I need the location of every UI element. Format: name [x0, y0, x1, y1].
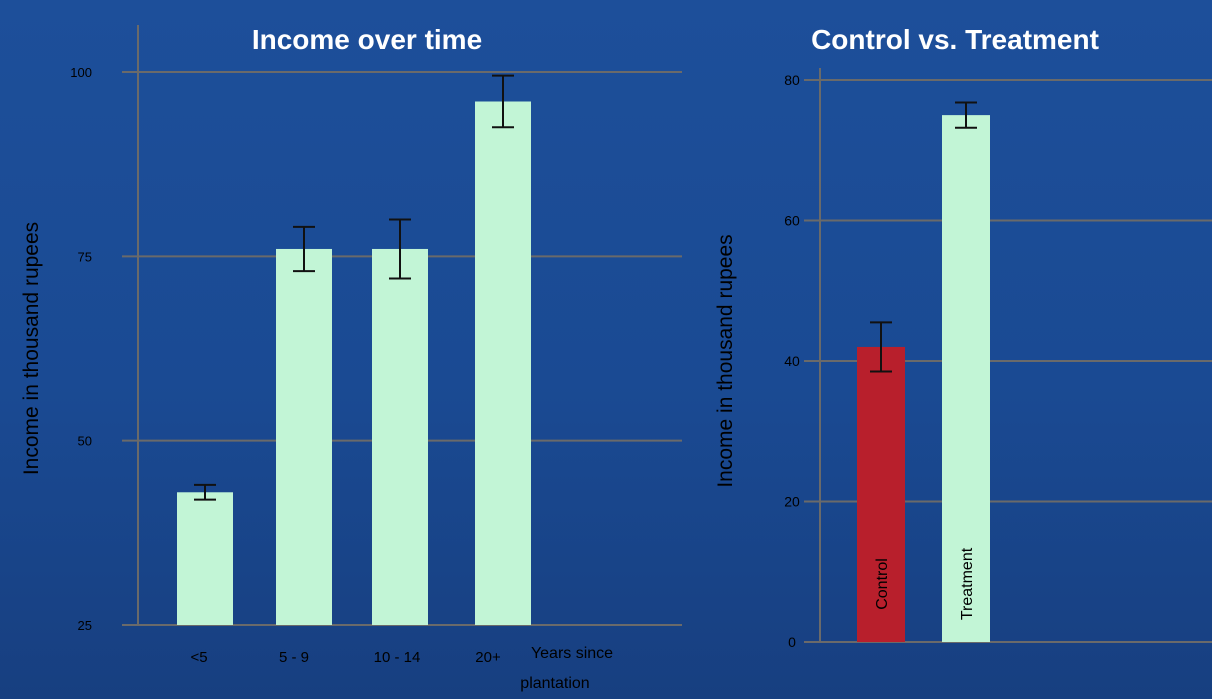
chart1-error-bar-1: [293, 225, 315, 273]
chart1-y-ticks: 25 50 75 100: [70, 65, 92, 633]
chart2-bar-treatment: [942, 115, 990, 642]
control-vs-treatment-chart: Control vs. Treatment Income in thousand…: [714, 24, 1212, 650]
chart1-bar-2: [372, 248, 428, 625]
chart1-x-ticks: <5 5 - 9 10 - 14 20+: [190, 649, 501, 666]
chart2-y-tick-label-2: 40: [784, 353, 800, 369]
chart2-y-tick-label-4: 80: [784, 72, 800, 88]
chart2-y-ticks: 0 20 40 60 80: [784, 72, 800, 650]
chart1-bar-1: [276, 248, 332, 625]
chart1-x-axis-label-line1: Years since: [531, 645, 613, 662]
chart2-bar-control: [857, 346, 905, 642]
chart1-y-tick-label-1: 50: [78, 434, 92, 449]
chart1-x-tick-label-0: <5: [190, 649, 207, 666]
chart1-y-tick-label-0: 25: [78, 618, 92, 633]
chart1-bars: [177, 101, 531, 625]
chart1-error-bar-0: [194, 483, 216, 501]
chart1-bar-3: [475, 101, 531, 625]
chart1-x-axis-label-line2: plantation: [520, 675, 589, 692]
chart2-y-tick-label-1: 20: [784, 494, 800, 510]
chart2-error-bar-1: [955, 101, 977, 129]
income-over-time-chart: Income over time Income in thousand rupe…: [20, 24, 682, 692]
chart2-bar-label-1: Treatment: [959, 547, 976, 620]
chart2-error-bar-0: [870, 321, 892, 373]
chart1-error-bars: [194, 74, 514, 501]
chart1-x-tick-label-2: 10 - 14: [374, 649, 421, 666]
chart1-title: Income over time: [252, 24, 482, 55]
chart1-error-bar-3: [492, 74, 514, 129]
chart2-title: Control vs. Treatment: [811, 24, 1099, 55]
chart2-y-tick-label-3: 60: [784, 213, 800, 229]
chart2-y-tick-label-0: 0: [788, 634, 796, 650]
chart1-error-bar-2: [389, 218, 411, 280]
chart1-x-axis-label: Years since plantation: [520, 645, 613, 692]
chart1-y-axis-label: Income in thousand rupees: [20, 222, 43, 475]
chart2-bars: [857, 115, 990, 642]
chart1-x-tick-label-3: 20+: [475, 649, 501, 666]
chart1-x-tick-label-1: 5 - 9: [279, 649, 309, 666]
chart2-bar-labels: Control Treatment: [874, 547, 976, 620]
chart1-y-tick-label-2: 75: [78, 249, 92, 264]
chart1-bar-0: [177, 492, 233, 625]
chart1-y-tick-label-3: 100: [70, 65, 92, 80]
chart2-error-bars: [870, 101, 977, 373]
chart2-y-axis-label: Income in thousand rupees: [714, 234, 737, 487]
chart2-bar-label-0: Control: [874, 558, 891, 610]
